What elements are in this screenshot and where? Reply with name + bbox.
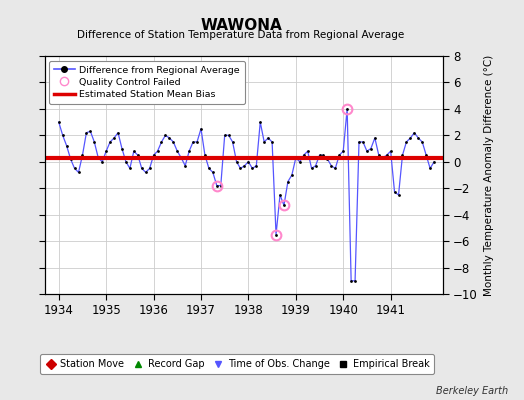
Legend: Difference from Regional Average, Quality Control Failed, Estimated Station Mean: Difference from Regional Average, Qualit…: [49, 61, 245, 104]
Text: Difference of Station Temperature Data from Regional Average: Difference of Station Temperature Data f…: [78, 30, 405, 40]
Text: Berkeley Earth: Berkeley Earth: [436, 386, 508, 396]
Text: WAWONA: WAWONA: [200, 18, 282, 33]
Legend: Station Move, Record Gap, Time of Obs. Change, Empirical Break: Station Move, Record Gap, Time of Obs. C…: [40, 354, 434, 374]
Y-axis label: Monthly Temperature Anomaly Difference (°C): Monthly Temperature Anomaly Difference (…: [484, 54, 494, 296]
